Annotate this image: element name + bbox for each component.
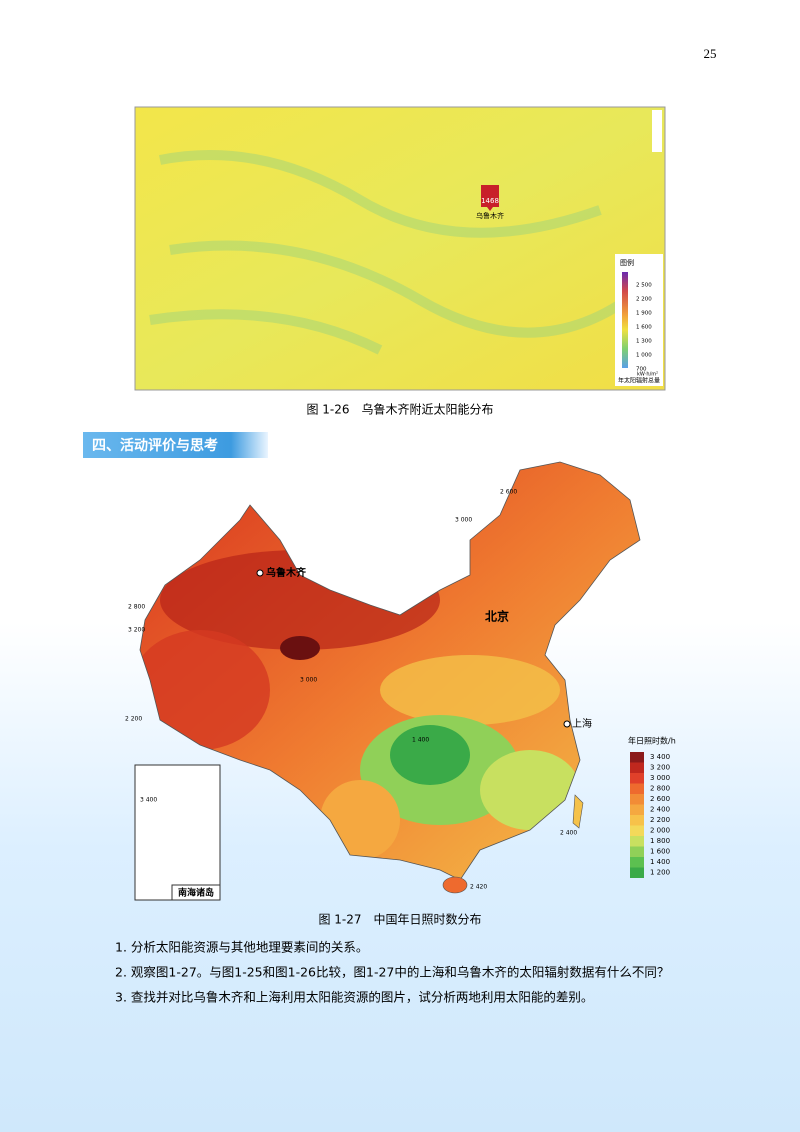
city-label: 乌鲁木齐: [266, 566, 307, 579]
marker-value: 1468: [481, 197, 499, 205]
legend-unit: kW·h/m²: [637, 372, 658, 378]
legend-tick: 700: [636, 367, 647, 373]
legend-swatch: [630, 762, 644, 773]
legend-label: 1 200: [650, 869, 670, 877]
contour-label: 3 200: [128, 627, 145, 634]
legend-swatch: [630, 857, 644, 868]
legend-swatch: [630, 836, 644, 847]
marker[interactable]: [481, 185, 499, 211]
question: 2. 观察图1-27。与图1-25和图1-26比较，图1-27中的上海和乌鲁木齐…: [115, 965, 669, 980]
legend-title: 年日照时数/h: [628, 736, 676, 746]
contour-label: 2 600: [500, 489, 517, 496]
question: 3. 查找并对比乌鲁木齐和上海利用太阳能资源的图片，试分析两地利用太阳能的差别。: [115, 990, 593, 1005]
legend-tick: 2 500: [636, 283, 652, 289]
legend-swatch: [630, 825, 644, 836]
contour-label: 3 400: [140, 797, 157, 804]
city-dot: [256, 569, 264, 577]
hainan: [442, 876, 468, 894]
contour-label: 3 000: [300, 677, 317, 684]
legend-tick: 1 300: [636, 339, 652, 345]
city-label: 上海: [572, 717, 592, 730]
figure-1-26: 1468 乌鲁木齐 图例 kW·h/m² 年太阳辐射总量 2 500 2 200 1…: [134, 106, 666, 391]
legend-label: 3 000: [650, 774, 670, 782]
inset: [134, 764, 221, 901]
legend-label: 2 600: [650, 795, 670, 803]
legend-label: 2 000: [650, 827, 670, 835]
legend-label: 2 400: [650, 806, 670, 814]
city-dot: [563, 720, 571, 728]
contour-label: 2 200: [125, 716, 142, 723]
legend-swatch: [630, 773, 644, 784]
legend-label: 2 200: [650, 816, 670, 824]
legend-label: 3 400: [650, 753, 670, 761]
legend-label: 3 200: [650, 764, 670, 772]
terrain: [149, 150, 644, 355]
contour-label: 1 400: [412, 737, 429, 744]
legend-swatch: [630, 846, 644, 857]
marker-label: 乌鲁木齐: [476, 211, 504, 220]
legend-label: 2 800: [650, 785, 670, 793]
legend-title: 图例: [620, 258, 634, 267]
section-title: 四、活动评价与思考: [92, 437, 218, 454]
legend-caption: 年太阳辐射总量: [618, 377, 660, 385]
legend-swatch: [630, 804, 644, 815]
legend-swatch: [630, 867, 644, 878]
legend-tick: 1 600: [636, 325, 652, 331]
caption: 图 1-26 乌鲁木齐附近太阳能分布: [306, 402, 493, 417]
legend-tick: 1 900: [636, 311, 652, 317]
figure-1-27: 乌鲁木齐 北京 上海 南海诸岛 2 600 3 000 2 800 3 200 3 00…: [125, 461, 676, 901]
question: 1. 分析太阳能资源与其他地理要素间的关系。: [115, 940, 368, 955]
legend-swatch: [630, 815, 644, 826]
caption: 图 1-27 中国年日照时数分布: [318, 912, 481, 927]
city-label: 北京: [485, 609, 509, 624]
legend-label: 1 600: [650, 848, 670, 856]
contour-label: 2 420: [470, 884, 487, 891]
legend-swatch: [630, 794, 644, 805]
taiwan: [572, 794, 584, 829]
legend-tick: 1 000: [636, 353, 652, 359]
inset-label-box: [171, 884, 221, 901]
map-toolbar[interactable]: [652, 110, 662, 152]
legend-tick: 2 200: [636, 297, 652, 303]
legend-bar: [622, 272, 628, 368]
legend-swatch: [630, 752, 644, 763]
contour-label: 3 000: [455, 517, 472, 524]
legend-label: 1 800: [650, 837, 670, 845]
legend-swatch: [630, 783, 644, 794]
contour-label: 2 800: [128, 604, 145, 611]
legend-label: 1 400: [650, 858, 670, 866]
contour-label: 2 400: [560, 830, 577, 837]
page-number: 25: [704, 46, 717, 61]
inset-label: 南海诸岛: [178, 887, 214, 899]
section-banner: [83, 432, 268, 458]
